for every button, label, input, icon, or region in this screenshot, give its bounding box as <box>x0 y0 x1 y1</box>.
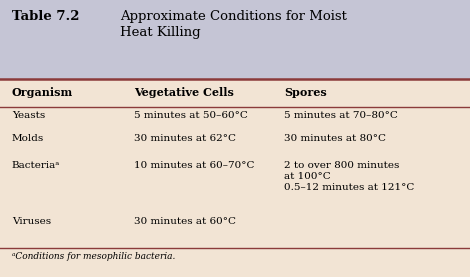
Text: Viruses: Viruses <box>12 217 51 226</box>
Text: 30 minutes at 80°C: 30 minutes at 80°C <box>284 134 386 142</box>
Text: 5 minutes at 70–80°C: 5 minutes at 70–80°C <box>284 111 398 120</box>
Text: Table 7.2: Table 7.2 <box>12 10 79 23</box>
Text: 2 to over 800 minutes
at 100°C
0.5–12 minutes at 121°C: 2 to over 800 minutes at 100°C 0.5–12 mi… <box>284 161 415 193</box>
Text: Organism: Organism <box>12 87 73 98</box>
Text: Spores: Spores <box>284 87 327 98</box>
Text: 30 minutes at 60°C: 30 minutes at 60°C <box>134 217 236 226</box>
FancyBboxPatch shape <box>0 79 470 277</box>
Text: Molds: Molds <box>12 134 44 142</box>
FancyBboxPatch shape <box>0 0 470 79</box>
Text: Bacteriaᵃ: Bacteriaᵃ <box>12 161 60 170</box>
Text: 10 minutes at 60–70°C: 10 minutes at 60–70°C <box>134 161 254 170</box>
Text: Yeasts: Yeasts <box>12 111 45 120</box>
Text: 30 minutes at 62°C: 30 minutes at 62°C <box>134 134 236 142</box>
Text: Approximate Conditions for Moist
Heat Killing: Approximate Conditions for Moist Heat Ki… <box>120 10 347 39</box>
Text: 5 minutes at 50–60°C: 5 minutes at 50–60°C <box>134 111 248 120</box>
Text: Vegetative Cells: Vegetative Cells <box>134 87 234 98</box>
Text: ᵃConditions for mesophilic bacteria.: ᵃConditions for mesophilic bacteria. <box>12 252 175 260</box>
